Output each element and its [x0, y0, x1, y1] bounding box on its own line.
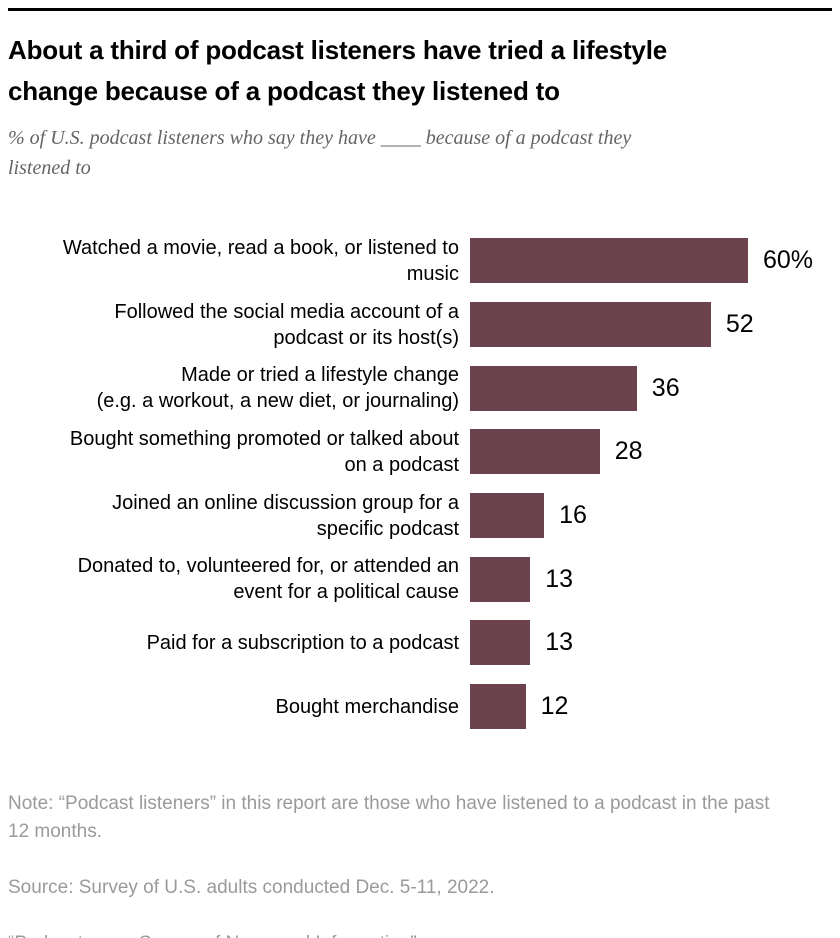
value-label: 12 — [540, 692, 569, 721]
category-label: Watched a movie, read a book, or listene… — [62, 236, 459, 285]
category-label: Donated to, volunteered for, or attended… — [77, 555, 459, 604]
bar — [470, 429, 600, 475]
note-text: Note: “Podcast listeners” in this report… — [8, 792, 770, 842]
category-label: Bought merchandise — [275, 695, 459, 718]
value-label: 60% — [763, 246, 814, 275]
bar — [470, 493, 545, 539]
bar — [470, 365, 637, 411]
chart-card: About a third of podcast listeners have … — [0, 8, 840, 938]
page-title: About a third of podcast listeners have … — [8, 35, 667, 106]
value-label: 52 — [725, 310, 754, 339]
bar-track: 28 — [470, 429, 832, 475]
page-subtitle: % of U.S. podcast listeners who say they… — [8, 127, 632, 179]
bar-row: Joined an online discussion group for a … — [8, 484, 832, 548]
bar-chart: Watched a movie, read a book, or listene… — [8, 229, 832, 739]
bar-track: 60% — [470, 238, 832, 284]
bar — [470, 620, 531, 666]
category-label: Followed the social media account of a p… — [114, 300, 459, 349]
bar-row: Paid for a subscription to a podcast 13 — [8, 611, 832, 675]
source-text: Source: Survey of U.S. adults conducted … — [8, 876, 495, 898]
bar-row: Bought something promoted or talked abou… — [8, 420, 832, 484]
value-label: 13 — [545, 564, 573, 593]
category-label: Joined an online discussion group for a … — [112, 491, 459, 540]
bar — [470, 238, 748, 284]
value-label: 36 — [651, 373, 680, 402]
bar-row: Made or tried a lifestyle change (e.g. a… — [8, 356, 832, 420]
bar-row: Watched a movie, read a book, or listene… — [8, 229, 832, 293]
bar-track: 52 — [470, 302, 832, 348]
bar — [470, 684, 526, 730]
category-label: Bought something promoted or talked abou… — [69, 427, 459, 476]
top-rule — [8, 8, 832, 11]
footnotes: Note: “Podcast listeners” in this report… — [8, 762, 832, 938]
bar — [470, 556, 531, 602]
bar-track: 36 — [470, 365, 832, 411]
bar-track: 16 — [470, 493, 832, 539]
bar-row: Followed the social media account of a p… — [8, 293, 832, 357]
report-title-text: “Podcasts as a Source of News and Inform… — [8, 930, 832, 938]
value-label: 16 — [559, 501, 587, 530]
value-label: 13 — [545, 628, 573, 657]
value-label: 28 — [614, 437, 643, 466]
bar-row: Donated to, volunteered for, or attended… — [8, 547, 832, 611]
bar-track: 12 — [470, 684, 832, 730]
bar-row: Bought merchandise 12 — [8, 675, 832, 739]
bar-track: 13 — [470, 620, 832, 666]
category-label: Paid for a subscription to a podcast — [146, 631, 459, 654]
category-label: Made or tried a lifestyle change (e.g. a… — [96, 364, 459, 413]
bar-track: 13 — [470, 556, 832, 602]
bar — [470, 302, 711, 348]
